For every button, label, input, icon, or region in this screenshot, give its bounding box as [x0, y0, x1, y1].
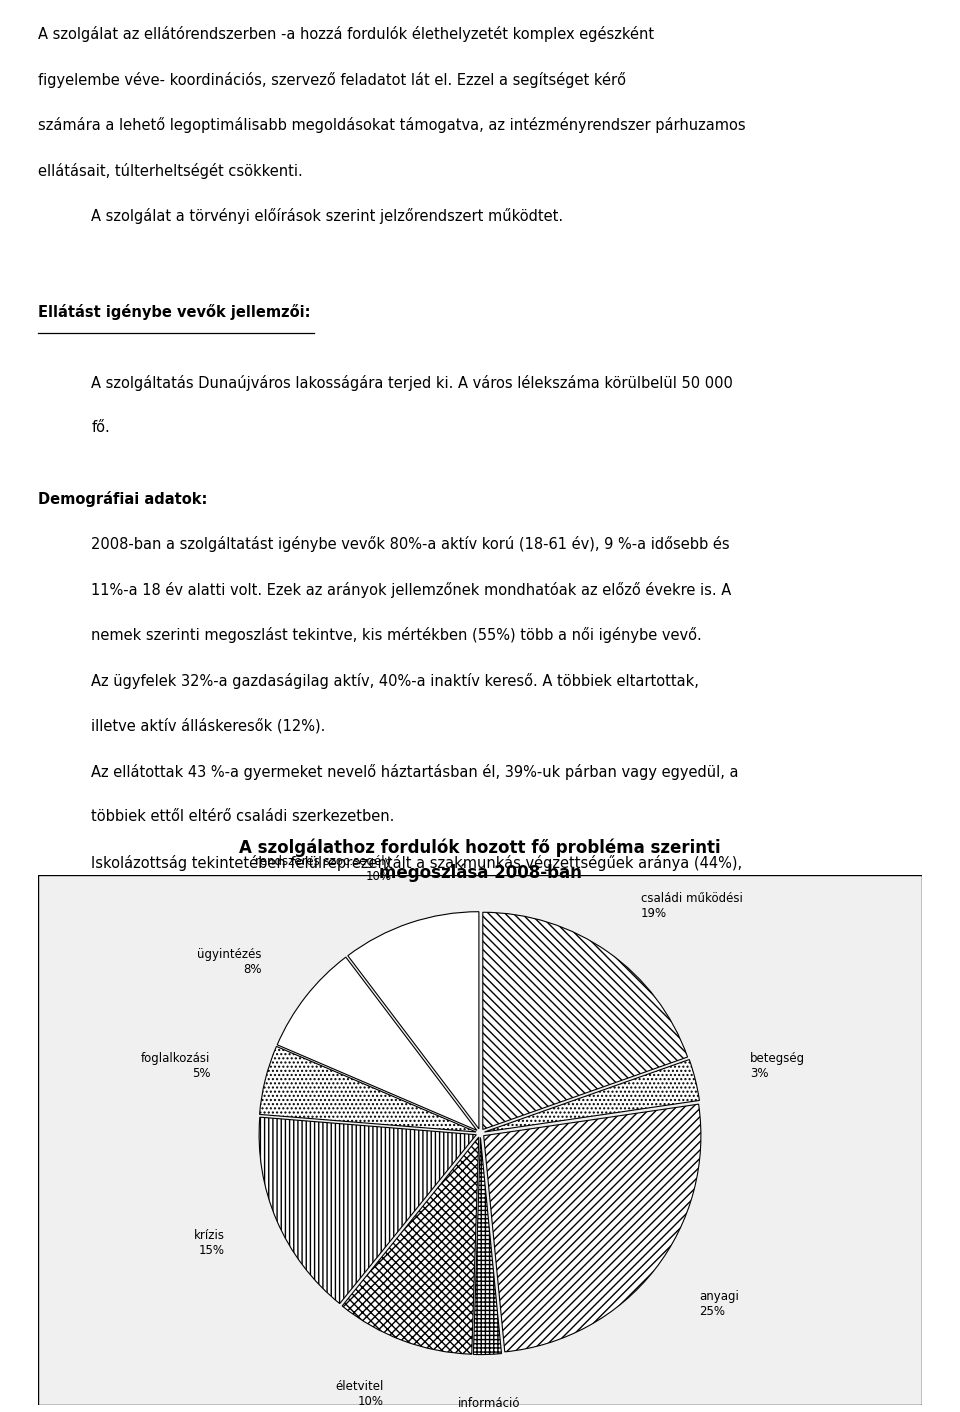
Text: anyagi
25%: anyagi 25% — [699, 1291, 739, 1319]
Text: életvitel
10%: életvitel 10% — [335, 1380, 383, 1408]
Text: Demográfiai adatok:: Demográfiai adatok: — [38, 490, 207, 507]
Text: illetve aktív álláskeresők (12%).: illetve aktív álláskeresők (12%). — [91, 719, 325, 734]
Text: ügyintézés
8%: ügyintézés 8% — [197, 947, 261, 976]
FancyBboxPatch shape — [38, 875, 922, 1405]
Wedge shape — [259, 1046, 476, 1132]
Text: Iskolázottság tekintetében felülreprezentált a szakmunkás végzettségűek aránya (: Iskolázottság tekintetében felülreprezen… — [91, 854, 742, 871]
Text: Az ügyfelek 32%-a gazdaságilag aktív, 40%-a inaktív kereső. A többiek eltartotta: Az ügyfelek 32%-a gazdaságilag aktív, 40… — [91, 672, 699, 689]
Text: fő.: fő. — [91, 419, 110, 435]
Text: foglalkozási
5%: foglalkozási 5% — [141, 1052, 210, 1080]
Text: rendszeres szoc.segély
10%: rendszeres szoc.segély 10% — [255, 856, 392, 884]
Text: családi működési
19%: családi működési 19% — [640, 892, 743, 921]
Text: A szolgálat a törvényi előírások szerint jelzőrendszert működtet.: A szolgálat a törvényi előírások szerint… — [91, 209, 564, 225]
Text: A szolgálat az ellátórendszerben -a hozzá fordulók élethelyzetét komplex egészké: A szolgálat az ellátórendszerben -a hozz… — [38, 27, 655, 42]
Text: krízis
15%: krízis 15% — [194, 1228, 225, 1257]
Text: Az ellátottak 43 %-a gyermeket nevelő háztartásban él, 39%-uk párban vagy egyedü: Az ellátottak 43 %-a gyermeket nevelő há… — [91, 764, 738, 779]
Wedge shape — [483, 912, 687, 1130]
Text: ellátásait, túlterheltségét csökkenti.: ellátásait, túlterheltségét csökkenti. — [38, 162, 303, 179]
Text: 2008-ban a szolgáltatást igénybe vevők 80%-a aktív korú (18-61 év), 9 %-a időseb: 2008-ban a szolgáltatást igénybe vevők 8… — [91, 537, 730, 552]
Wedge shape — [484, 1104, 701, 1351]
Text: A szolgáltatás Dunaújváros lakosságára terjed ki. A város lélekszáma körülbelül : A szolgáltatás Dunaújváros lakosságára t… — [91, 374, 733, 391]
Text: információ
2%: információ 2% — [458, 1396, 520, 1412]
Text: betegség
3%: betegség 3% — [750, 1052, 805, 1080]
Text: nemek szerinti megoszlást tekintve, kis mértékben (55%) több a női igénybe vevő.: nemek szerinti megoszlást tekintve, kis … — [91, 627, 702, 642]
Text: többiek ettől eltérő családi szerkezetben.: többiek ettől eltérő családi szerkezetbe… — [91, 809, 395, 825]
Wedge shape — [342, 1137, 479, 1354]
Wedge shape — [348, 912, 479, 1130]
Wedge shape — [473, 1137, 501, 1354]
Text: számára a lehető legoptimálisabb megoldásokat támogatva, az intézményrendszer pá: számára a lehető legoptimálisabb megoldá… — [38, 117, 746, 133]
Text: figyelembe véve- koordinációs, szervező feladatot lát el. Ezzel a segítséget kér: figyelembe véve- koordinációs, szervező … — [38, 72, 626, 88]
Text: Ellátást igénybe vevők jellemzői:: Ellátást igénybe vevők jellemzői: — [38, 304, 311, 321]
Text: 11%-a 18 év alatti volt. Ezek az arányok jellemzőnek mondhatóak az előző évekre : 11%-a 18 év alatti volt. Ezek az arányok… — [91, 582, 732, 597]
Wedge shape — [485, 1059, 700, 1132]
Wedge shape — [277, 957, 477, 1131]
Wedge shape — [259, 1117, 476, 1303]
Title: A szolgálathoz fordulók hozott fő probléma szerinti
megoszlása 2008-ban: A szolgálathoz fordulók hozott fő problé… — [239, 839, 721, 882]
